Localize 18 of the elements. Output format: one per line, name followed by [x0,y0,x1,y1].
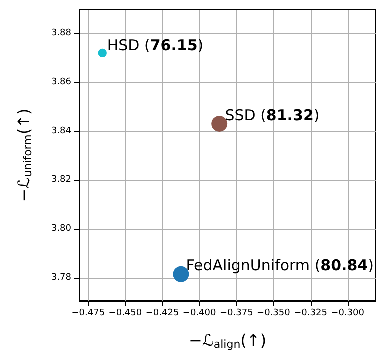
y-tick-label: 3.84 [51,126,72,136]
x-tick-label: −0.450 [108,308,142,318]
annotation: HSD (76.15) [107,36,204,55]
x-tick-label: −0.475 [72,308,106,318]
y-tick-label: 3.86 [51,78,72,88]
y-axis-title: −ℒuniform(↑) [14,108,34,202]
x-tick-label: −0.425 [146,308,180,318]
x-tick-label: −0.400 [182,308,217,318]
x-tick-label: −0.325 [294,308,328,318]
y-tick-label: 3.80 [51,224,72,234]
x-tick-label: −0.375 [220,308,254,318]
annotation: SSD (81.32) [225,106,320,124]
x-tick-label: −0.350 [257,308,291,318]
y-tick-label: 3.82 [51,175,72,186]
x-tick-label: −0.300 [331,308,365,318]
y-tick-label: 3.78 [51,272,72,283]
y-tick-label: 3.88 [51,28,72,39]
annotation: FedAlignUniform (80.84) [186,256,374,275]
